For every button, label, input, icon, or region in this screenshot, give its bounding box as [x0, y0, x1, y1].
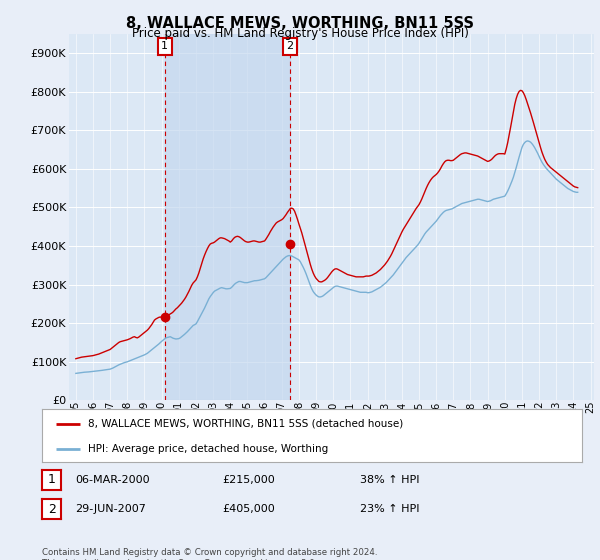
- Text: £405,000: £405,000: [222, 504, 275, 514]
- Bar: [165, 34, 290, 400]
- Text: 8, WALLACE MEWS, WORTHING, BN11 5SS: 8, WALLACE MEWS, WORTHING, BN11 5SS: [126, 16, 474, 31]
- Text: 06-MAR-2000: 06-MAR-2000: [75, 475, 149, 485]
- Text: 29-JUN-2007: 29-JUN-2007: [75, 504, 146, 514]
- Text: £215,000: £215,000: [222, 475, 275, 485]
- Text: Contains HM Land Registry data © Crown copyright and database right 2024.
This d: Contains HM Land Registry data © Crown c…: [42, 548, 377, 560]
- Text: HPI: Average price, detached house, Worthing: HPI: Average price, detached house, Wort…: [88, 444, 328, 454]
- Text: 23% ↑ HPI: 23% ↑ HPI: [360, 504, 419, 514]
- Text: 2: 2: [287, 41, 294, 52]
- Text: 38% ↑ HPI: 38% ↑ HPI: [360, 475, 419, 485]
- Text: 1: 1: [47, 473, 56, 487]
- Text: Price paid vs. HM Land Registry's House Price Index (HPI): Price paid vs. HM Land Registry's House …: [131, 27, 469, 40]
- Text: 8, WALLACE MEWS, WORTHING, BN11 5SS (detached house): 8, WALLACE MEWS, WORTHING, BN11 5SS (det…: [88, 419, 403, 429]
- Text: 1: 1: [161, 41, 168, 52]
- Text: 2: 2: [47, 502, 56, 516]
